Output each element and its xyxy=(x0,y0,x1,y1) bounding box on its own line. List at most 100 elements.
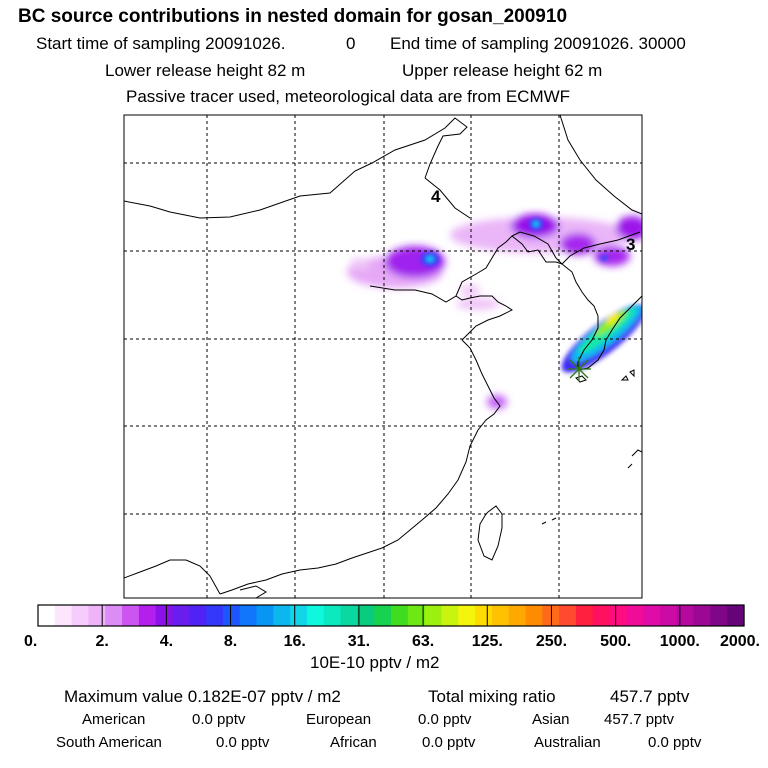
contrib-australian-label: Australian xyxy=(534,734,601,751)
colorbar-cell xyxy=(525,605,543,626)
colorbar-cell xyxy=(155,605,174,626)
plume-yellowsea-faint xyxy=(460,284,480,296)
colorbar-cell xyxy=(222,605,241,626)
colorbar-cell xyxy=(290,605,308,626)
plume-korea-peak xyxy=(605,313,620,325)
map-frame xyxy=(123,114,643,599)
colorbar-cell xyxy=(374,605,392,626)
shandong xyxy=(455,295,513,341)
sampling-end: End time of sampling 20091026. 30000 xyxy=(390,34,686,53)
plume-northeast-core-2 xyxy=(533,221,539,227)
colorbar-cell xyxy=(592,605,611,626)
colorbar-cell xyxy=(609,605,627,626)
colorbar-cell xyxy=(491,605,510,626)
colorbar-cell xyxy=(105,605,123,626)
east-china-coast xyxy=(369,339,501,553)
contrib-african-value: 0.0 pptv xyxy=(422,734,476,751)
sampling-start-hour: 0 xyxy=(346,34,356,53)
contrib-american-label: American xyxy=(82,711,146,728)
contrib-asian-value: 457.7 pptv xyxy=(604,711,675,728)
colorbar-cell xyxy=(340,605,358,626)
total-mixing-label: Total mixing ratio xyxy=(428,687,556,706)
plume-north-china-faint-2 xyxy=(350,258,370,270)
nemongol-border xyxy=(424,177,471,219)
colorbar-cell xyxy=(727,605,745,626)
north-china-coast xyxy=(369,235,563,303)
colorbar-cell xyxy=(273,605,291,626)
contrib-african-label: African xyxy=(330,734,377,751)
receptor-star-icon xyxy=(567,357,591,381)
jeju-island xyxy=(575,375,587,383)
japan-islets xyxy=(620,369,635,381)
coastlines xyxy=(124,115,642,598)
mongolia-border xyxy=(124,117,468,219)
contrib-south-american-value: 0.0 pptv xyxy=(216,734,270,751)
plume-bohai-faint xyxy=(456,298,500,310)
colorbar-tick-label: 31. xyxy=(348,633,370,650)
contrib-australian-value: 0.0 pptv xyxy=(648,734,702,751)
colorbar-cell xyxy=(559,605,577,626)
colorbar-cell xyxy=(643,605,661,626)
contrib-european-value: 0.0 pptv xyxy=(418,711,472,728)
colorbar-cell xyxy=(189,605,207,626)
colorbar-cell xyxy=(122,605,140,626)
colorbar-cell xyxy=(54,605,73,626)
tracer-note: Passive tracer used, meteorological data… xyxy=(126,87,571,106)
concentration-field xyxy=(347,214,642,409)
colorbar-cell xyxy=(710,605,728,626)
colorbar-cell xyxy=(88,605,106,626)
total-mixing-value: 457.7 pptv xyxy=(610,687,690,706)
plume-korea-core xyxy=(600,255,608,261)
colorbar-cell xyxy=(407,605,426,626)
contrib-south-american-label: South American xyxy=(56,734,162,751)
colorbar-cell xyxy=(626,605,644,626)
colorbar-tick-label: 16. xyxy=(284,633,306,650)
colorbar-cell xyxy=(693,605,711,626)
plume-korea-north xyxy=(594,246,630,266)
plume-north-china-core-2 xyxy=(426,256,434,262)
colorbar-cell xyxy=(575,605,594,626)
contrib-american-value: 0.0 pptv xyxy=(192,711,246,728)
colorbar-tick-label: 500. xyxy=(600,633,631,650)
plume-liaodong xyxy=(560,233,596,255)
colorbar-cell xyxy=(206,605,224,626)
colorbar-tick-label: 8. xyxy=(224,633,237,650)
colorbar-ticks: 0. 2. 4. 8. 16. 31. 63. 125. 250. 500. 1000. 2000. xyxy=(24,605,760,650)
liaodong xyxy=(511,231,563,265)
chart-title: BC source contributions in nested domain… xyxy=(18,6,568,27)
vietnam-border xyxy=(124,559,186,579)
japan-kyushu xyxy=(631,449,642,457)
colorbar-cell xyxy=(357,605,375,626)
sampling-start: Start time of sampling 20091026. xyxy=(36,34,286,53)
korea-east xyxy=(577,295,642,371)
colorbar-tick-label: 4. xyxy=(160,633,173,650)
colorbar-cell xyxy=(172,605,190,626)
contrib-asian-label: Asian xyxy=(532,711,570,728)
colorbar-units: 10E-10 pptv / m2 xyxy=(310,653,440,672)
korea-north-border xyxy=(561,231,641,265)
colorbar xyxy=(38,605,745,626)
korea-west xyxy=(561,263,599,370)
colorbar-cell xyxy=(391,605,409,626)
colorbar-tick-label: 250. xyxy=(536,633,567,650)
colorbar-cell xyxy=(323,605,342,626)
ryukyu-1 xyxy=(627,463,633,469)
colorbar-cell xyxy=(38,605,56,626)
colorbar-cell xyxy=(138,605,157,626)
ryukyu-2 xyxy=(541,517,557,525)
colorbar-tick-label: 1000. xyxy=(660,633,700,650)
colorbar-cell xyxy=(676,605,695,626)
colorbar-tick-label: 125. xyxy=(472,633,503,650)
colorbar-cell xyxy=(71,605,90,626)
hainan xyxy=(239,585,267,598)
colorbar-cell xyxy=(306,605,325,626)
yunnan-border xyxy=(185,559,221,595)
colorbar-tick-label: 63. xyxy=(412,633,434,650)
colorbar-cell xyxy=(508,605,527,626)
max-value: Maximum value 0.182E-07 pptv / m2 xyxy=(64,687,341,706)
manchuria-border xyxy=(559,115,642,215)
colorbar-tick-label: 2000. xyxy=(720,633,760,650)
lower-release-height: Lower release height 82 m xyxy=(105,61,306,80)
colorbar-cell xyxy=(441,605,459,626)
